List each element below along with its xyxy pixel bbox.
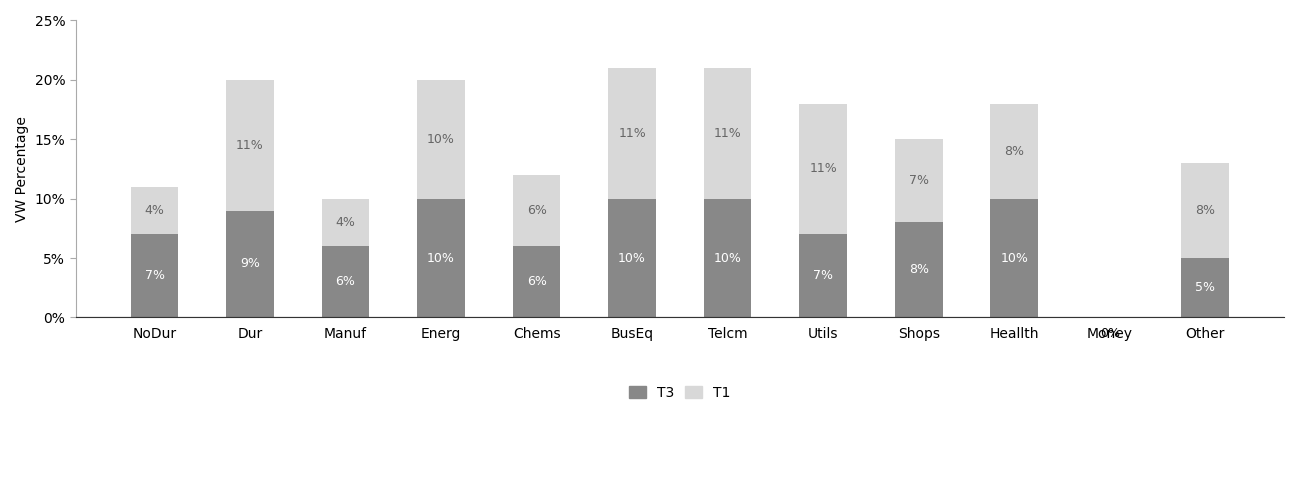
Text: 6%: 6%	[526, 275, 547, 288]
Text: 6%: 6%	[335, 275, 356, 288]
Text: 8%: 8%	[909, 263, 929, 276]
Text: 7%: 7%	[813, 269, 833, 282]
Text: 10%: 10%	[713, 251, 742, 264]
Text: 0%: 0%	[1100, 327, 1120, 340]
Legend: T3, T1: T3, T1	[624, 380, 737, 405]
Bar	[417, 80, 465, 199]
Bar	[513, 246, 560, 317]
Bar	[226, 211, 274, 317]
Y-axis label: VW Percentage: VW Percentage	[16, 116, 29, 222]
Bar	[1181, 258, 1229, 317]
Bar	[131, 187, 178, 234]
Bar	[608, 68, 656, 199]
Bar	[417, 199, 465, 317]
Bar	[704, 68, 752, 199]
Text: 8%: 8%	[1004, 144, 1024, 158]
Text: 11%: 11%	[809, 162, 837, 175]
Bar	[513, 175, 560, 246]
Text: 9%: 9%	[240, 257, 260, 270]
Bar	[990, 104, 1038, 199]
Text: 10%: 10%	[427, 133, 455, 146]
Text: 10%: 10%	[427, 251, 455, 264]
Text: 11%: 11%	[618, 127, 646, 140]
Bar	[131, 234, 178, 317]
Bar	[226, 80, 274, 211]
Text: 4%: 4%	[335, 216, 356, 229]
Bar	[799, 234, 847, 317]
Text: 11%: 11%	[713, 127, 742, 140]
Bar	[704, 199, 752, 317]
Text: 6%: 6%	[526, 204, 547, 217]
Text: 10%: 10%	[618, 251, 646, 264]
Bar	[895, 139, 943, 223]
Bar	[990, 199, 1038, 317]
Text: 7%: 7%	[909, 174, 929, 187]
Bar	[895, 223, 943, 317]
Text: 4%: 4%	[144, 204, 165, 217]
Bar	[322, 246, 369, 317]
Text: 11%: 11%	[236, 139, 264, 152]
Text: 7%: 7%	[144, 269, 165, 282]
Bar	[322, 199, 369, 246]
Text: 8%: 8%	[1195, 204, 1215, 217]
Text: 10%: 10%	[1000, 251, 1028, 264]
Text: 5%: 5%	[1195, 281, 1215, 294]
Bar	[1181, 163, 1229, 258]
Bar	[608, 199, 656, 317]
Bar	[799, 104, 847, 234]
